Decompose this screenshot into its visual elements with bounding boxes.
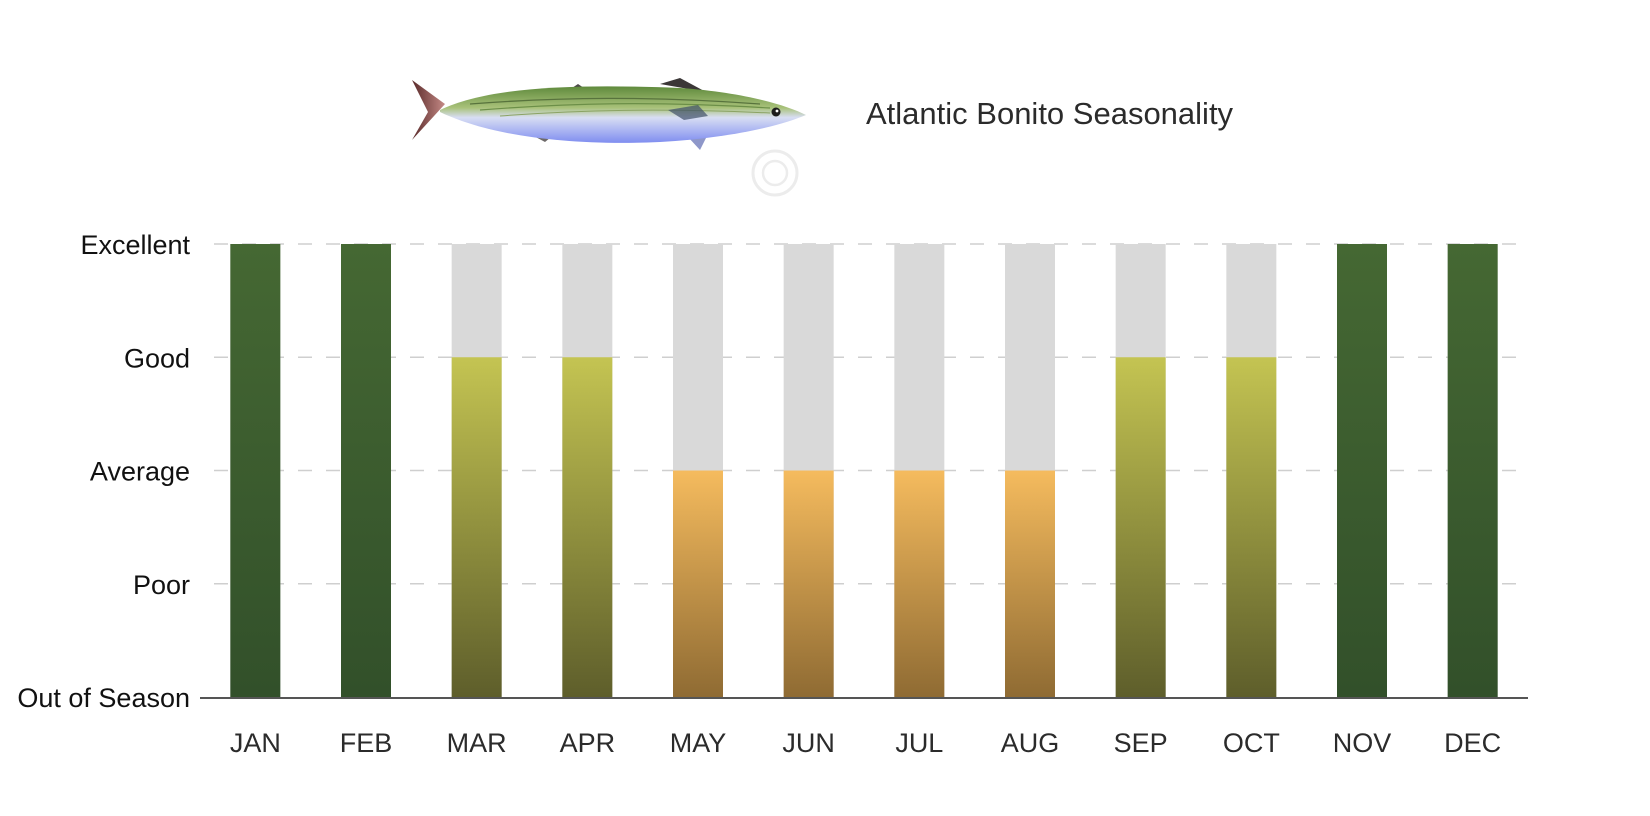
chart-title: Atlantic Bonito Seasonality xyxy=(866,96,1234,131)
bar xyxy=(783,470,834,697)
bar xyxy=(451,357,502,697)
x-tick-label: NOV xyxy=(1333,728,1392,758)
x-tick-label: SEP xyxy=(1114,728,1168,758)
bar xyxy=(562,357,613,697)
bar xyxy=(230,244,281,697)
bar xyxy=(1226,357,1277,697)
x-tick-label: APR xyxy=(560,728,616,758)
y-tick-label: Excellent xyxy=(80,230,190,260)
y-tick-label: Average xyxy=(90,457,190,487)
x-tick-label: FEB xyxy=(340,728,393,758)
gridlines xyxy=(214,243,1528,585)
bar xyxy=(894,470,945,697)
y-tick-label: Good xyxy=(124,343,190,373)
x-tick-label: MAR xyxy=(447,728,507,758)
bar-series xyxy=(230,244,1498,697)
x-tick-label: JUN xyxy=(782,728,835,758)
x-tick-label: DEC xyxy=(1444,728,1501,758)
y-tick-label: Poor xyxy=(133,570,190,600)
tuna-fish-icon xyxy=(412,78,806,197)
y-axis-tick-labels: Out of Season Poor Average Good Excellent xyxy=(17,230,190,713)
x-axis-tick-labels: JAN FEB MAR APR MAY JUN JUL AUG SEP OCT NOV DEC xyxy=(230,728,1501,758)
bar xyxy=(1115,357,1166,697)
x-tick-label: JAN xyxy=(230,728,281,758)
bar xyxy=(1447,244,1498,697)
x-tick-label: AUG xyxy=(1001,728,1060,758)
x-tick-label: JUL xyxy=(895,728,943,758)
x-tick-label: OCT xyxy=(1223,728,1280,758)
bar xyxy=(1337,244,1387,697)
bar xyxy=(1005,470,1055,697)
bar xyxy=(341,244,391,697)
bar xyxy=(673,470,723,697)
x-tick-label: MAY xyxy=(670,728,727,758)
y-tick-label: Out of Season xyxy=(17,683,190,713)
